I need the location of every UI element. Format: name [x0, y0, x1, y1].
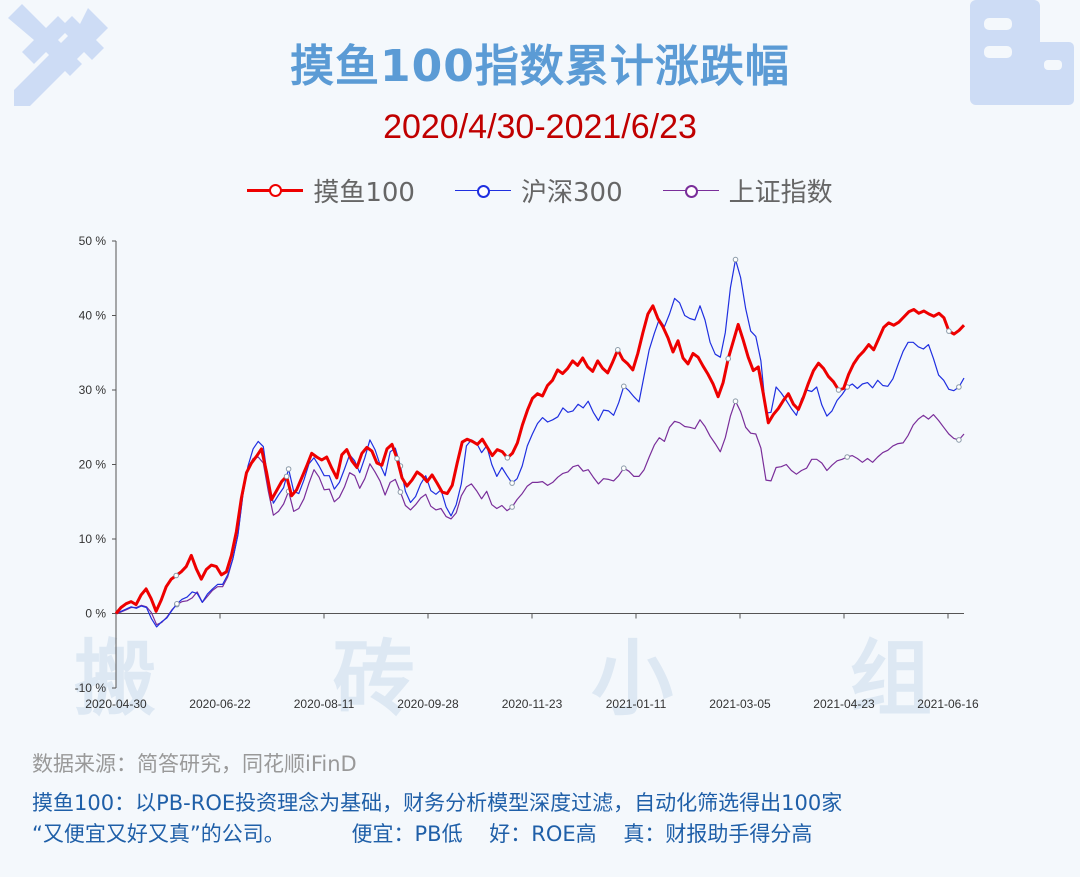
legend-swatch-sse: [662, 186, 719, 196]
series-marker-1: [509, 480, 515, 486]
series-marker-1: [844, 384, 851, 390]
series-marker-2: [621, 465, 627, 472]
y-tick-label: 30 %: [79, 383, 107, 397]
chart-title: 摸鱼100指数累计涨跌幅: [290, 41, 790, 92]
series-marker-2: [732, 398, 739, 405]
series-marker-0: [173, 572, 179, 579]
tools-icon: [8, 4, 108, 106]
legend-label-moyu100: 摸鱼100: [313, 178, 415, 208]
series-marker-1: [732, 256, 739, 263]
y-tick-label: 40 %: [79, 309, 107, 323]
y-tick-label: 20 %: [79, 458, 107, 472]
series-marker-2: [956, 437, 962, 443]
series-marker-0: [946, 328, 952, 334]
index-description: 摸鱼100：以PB-ROE投资理念为基础，财务分析模型深度过滤，自动化筛选得出1…: [32, 788, 842, 850]
series-marker-0: [835, 387, 842, 393]
legend-item-hs300[interactable]: 沪深300: [454, 172, 623, 209]
description-line-2: “又便宜又好又真”的公司。 便宜：PB低 好：ROE高 真：财报助手得分高: [32, 822, 813, 846]
series-marker-0: [394, 455, 400, 462]
legend-swatch-hs300: [454, 186, 511, 196]
series-line-2: [115, 400, 965, 626]
series-marker-1: [174, 601, 180, 607]
series-line-0: [114, 304, 966, 615]
y-tick-label: 10 %: [79, 532, 107, 546]
legend-item-sse[interactable]: 上证指数: [662, 172, 833, 209]
series-marker-0: [283, 473, 290, 480]
legend-label-sse: 上证指数: [728, 178, 833, 208]
legend-label-hs300: 沪深300: [520, 178, 623, 208]
legend-item-moyu100[interactable]: 摸鱼100: [247, 172, 415, 209]
series-marker-2: [509, 504, 515, 510]
series-marker-1: [956, 384, 962, 390]
series-marker-0: [615, 347, 621, 353]
series-marker-1: [621, 383, 627, 390]
y-tick-label: 50 %: [79, 234, 107, 248]
series-line-1: [115, 259, 965, 628]
chart-subtitle: 2020/4/30-2021/6/23: [383, 108, 697, 146]
series-marker-1: [285, 466, 292, 472]
building-icon: [970, 0, 1074, 105]
description-line-1: 摸鱼100：以PB-ROE投资理念为基础，财务分析模型深度过滤，自动化筛选得出1…: [32, 791, 843, 815]
series-marker-2: [844, 454, 851, 460]
series-marker-0: [504, 455, 511, 461]
series-marker-1: [397, 463, 404, 469]
watermark-text: 搬 砖 小 组: [74, 632, 1006, 727]
series-marker-0: [725, 355, 732, 362]
series-marker-2: [174, 601, 180, 608]
series-marker-2: [285, 488, 292, 495]
series-marker-2: [397, 489, 404, 495]
legend-swatch-moyu100: [247, 184, 304, 197]
data-source-note: 数据来源：简答研究，同花顺iFinD: [32, 752, 357, 776]
chart-legend: 摸鱼100 沪深300 上证指数: [0, 172, 1080, 209]
